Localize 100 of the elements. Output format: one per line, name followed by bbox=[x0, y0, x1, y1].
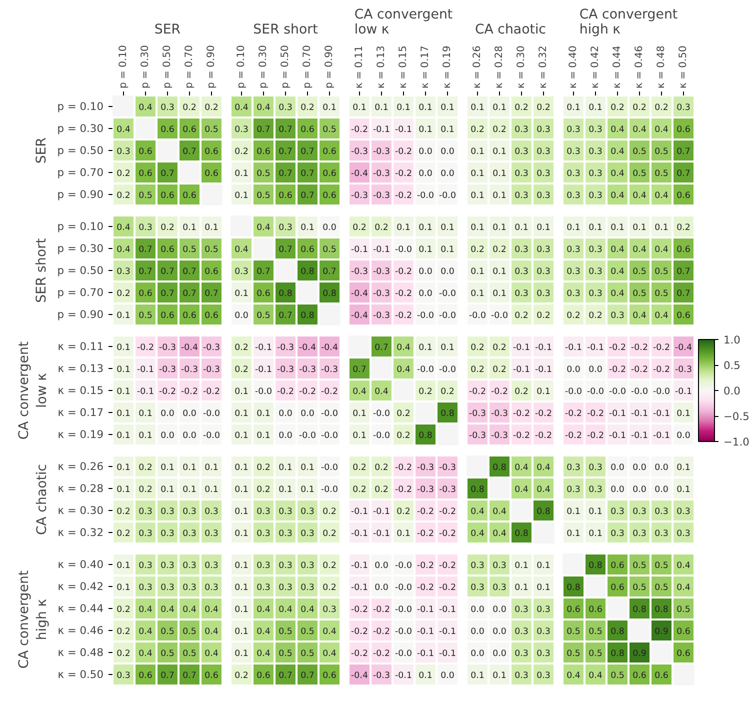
y-tick-label: p = 0.50 bbox=[57, 264, 104, 277]
data-label: 0.3 bbox=[566, 463, 580, 473]
data-label: 0.7 bbox=[322, 267, 336, 277]
chart-title: CA chaotic bbox=[474, 22, 546, 38]
data-label: -0.4 bbox=[351, 311, 368, 321]
data-label: -0.2 bbox=[439, 529, 456, 539]
data-label: 0.1 bbox=[182, 485, 196, 495]
data-label: 0.3 bbox=[204, 583, 218, 593]
data-label: 0.2 bbox=[352, 223, 366, 233]
data-label: 0.3 bbox=[160, 561, 174, 571]
data-label: 0.4 bbox=[566, 671, 581, 681]
data-label: 0.0 bbox=[418, 267, 432, 277]
data-label: 0.3 bbox=[588, 245, 602, 255]
data-label: -0.2 bbox=[609, 365, 626, 375]
y-tick-label: p = 0.10 bbox=[57, 100, 104, 113]
data-label: 0.3 bbox=[610, 311, 624, 321]
data-label: 0.7 bbox=[160, 267, 174, 277]
data-label: -0.1 bbox=[373, 529, 390, 539]
data-label: 0.4 bbox=[610, 125, 625, 135]
data-label: -0.2 bbox=[565, 409, 582, 419]
data-label: 0.1 bbox=[116, 365, 130, 375]
data-label: 0.3 bbox=[160, 507, 174, 517]
data-label: 0.1 bbox=[234, 605, 248, 615]
data-label: 0.3 bbox=[566, 485, 580, 495]
data-label: 0.4 bbox=[470, 507, 485, 517]
data-label: 0.5 bbox=[204, 245, 218, 255]
data-label: 0.1 bbox=[676, 463, 690, 473]
data-label: 0.2 bbox=[492, 343, 506, 353]
data-label: 0.1 bbox=[492, 267, 506, 277]
data-label: -0.3 bbox=[373, 191, 390, 201]
data-label: 0.4 bbox=[632, 191, 647, 201]
data-label: 0.1 bbox=[374, 103, 388, 113]
data-label: 0.8 bbox=[566, 583, 580, 593]
data-label: -0.0 bbox=[439, 191, 456, 201]
data-label: 0.3 bbox=[278, 529, 292, 539]
data-label: 0.7 bbox=[160, 289, 174, 299]
x-tick-label: p = 0.70 bbox=[184, 45, 195, 88]
data-label: 0.0 bbox=[160, 431, 174, 441]
data-label: 0.6 bbox=[204, 147, 218, 157]
data-label: -0.3 bbox=[469, 431, 486, 441]
data-label: 0.4 bbox=[138, 605, 153, 615]
data-label: 0.5 bbox=[654, 289, 668, 299]
data-label: 0.4 bbox=[536, 463, 551, 473]
data-label: -0.1 bbox=[137, 387, 154, 397]
data-label: -0.1 bbox=[351, 583, 368, 593]
y-tick-label: p = 0.30 bbox=[57, 122, 104, 135]
data-label: -0.2 bbox=[351, 605, 368, 615]
data-label: 0.2 bbox=[182, 103, 196, 113]
data-label: 0.8 bbox=[654, 605, 668, 615]
data-label: -0.0 bbox=[439, 311, 456, 321]
data-label: 0.1 bbox=[138, 409, 152, 419]
data-label: 0.1 bbox=[182, 463, 196, 473]
data-label: 0.4 bbox=[204, 605, 219, 615]
data-label: 0.2 bbox=[492, 125, 506, 135]
data-label: 0.1 bbox=[514, 223, 528, 233]
data-label: 0.4 bbox=[138, 649, 153, 659]
data-label: 0.3 bbox=[536, 147, 550, 157]
data-label: 0.3 bbox=[566, 169, 580, 179]
data-label: -0.1 bbox=[373, 507, 390, 517]
data-label: 0.6 bbox=[676, 649, 690, 659]
data-label: 0.2 bbox=[588, 311, 602, 321]
data-label: -0.0 bbox=[321, 485, 338, 495]
data-label: -0.3 bbox=[203, 365, 220, 375]
data-label: 0.3 bbox=[278, 583, 292, 593]
data-label: 0.1 bbox=[300, 223, 314, 233]
data-label: 0.2 bbox=[632, 103, 646, 113]
data-label: 0.5 bbox=[278, 649, 292, 659]
data-label: -0.3 bbox=[439, 463, 456, 473]
data-label: 0.1 bbox=[654, 223, 668, 233]
color-bar-label: −0.5 bbox=[724, 410, 750, 423]
data-label: 0.2 bbox=[116, 191, 130, 201]
data-label: -0.2 bbox=[631, 343, 648, 353]
data-label: 0.1 bbox=[536, 387, 550, 397]
data-label: -0.1 bbox=[535, 365, 552, 375]
data-label: -0.1 bbox=[395, 671, 412, 681]
data-label: 0.1 bbox=[492, 223, 506, 233]
data-label: 0.2 bbox=[322, 507, 336, 517]
chart-title: CA convergent low κ bbox=[354, 8, 453, 38]
data-label: 0.6 bbox=[610, 583, 624, 593]
data-label: 0.2 bbox=[256, 463, 270, 473]
data-label: 0.3 bbox=[182, 583, 196, 593]
data-label: 0.6 bbox=[566, 605, 580, 615]
data-label: -0.0 bbox=[653, 387, 670, 397]
data-label: 0.1 bbox=[116, 409, 130, 419]
data-label: 0.1 bbox=[160, 485, 174, 495]
data-label: 0.3 bbox=[588, 289, 602, 299]
data-label: 0.4 bbox=[322, 649, 337, 659]
data-label: -0.2 bbox=[299, 387, 316, 397]
data-label: -0.3 bbox=[181, 365, 198, 375]
data-label: -0.3 bbox=[491, 409, 508, 419]
data-label: 0.7 bbox=[278, 125, 292, 135]
data-label: 0.3 bbox=[470, 561, 484, 571]
data-label: 0.1 bbox=[492, 671, 506, 681]
data-label: -0.2 bbox=[395, 311, 412, 321]
y-tick-label: κ = 0.19 bbox=[58, 428, 104, 441]
data-label: 0.3 bbox=[676, 103, 690, 113]
data-label: -0.3 bbox=[373, 289, 390, 299]
x-tick-label: p = 0.90 bbox=[206, 45, 217, 88]
data-label: 0.1 bbox=[470, 147, 484, 157]
data-label: 0.3 bbox=[566, 125, 580, 135]
